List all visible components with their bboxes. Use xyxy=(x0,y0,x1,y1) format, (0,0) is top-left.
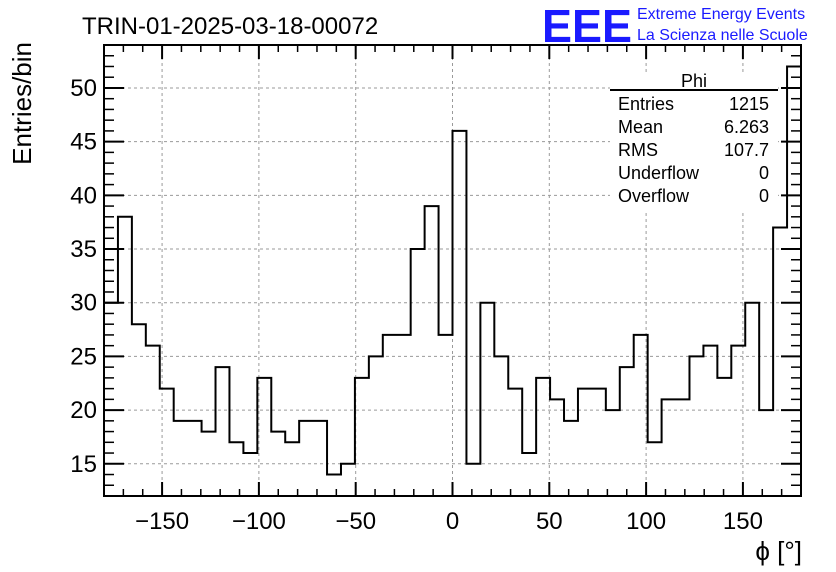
x-axis-label: ϕ [°] xyxy=(755,536,802,566)
x-tick-label: 0 xyxy=(446,508,459,535)
stats-row-value: 6.263 xyxy=(724,117,769,137)
y-tick-label: 30 xyxy=(70,290,97,317)
stats-box-bg xyxy=(610,72,778,210)
stats-row-label: RMS xyxy=(618,140,658,160)
histogram-line xyxy=(104,65,801,476)
eee-logo-line2: La Scienza nelle Scuole xyxy=(637,27,808,44)
x-tick-label: 50 xyxy=(536,508,563,535)
y-tick-label: 35 xyxy=(70,236,97,263)
eee-logo: EEE Extreme Energy Events La Scienza nel… xyxy=(542,0,808,52)
y-tick-label: 20 xyxy=(70,397,97,424)
stats-row-label: Underflow xyxy=(618,163,700,183)
stats-box-title: Phi xyxy=(681,71,707,91)
x-tick-label: −100 xyxy=(232,508,286,535)
chart-title: TRIN-01-2025-03-18-00072 xyxy=(82,13,378,40)
axis-ticks: −150 −100 −50 0 50 100 150 15 20 25 30 35 40 45 50 xyxy=(70,44,802,535)
x-tick-label: −50 xyxy=(335,508,376,535)
stats-row-label: Entries xyxy=(618,94,674,114)
stats-row-label: Overflow xyxy=(618,186,690,206)
stats-row-value: 1215 xyxy=(729,94,769,114)
stats-row-value: 0 xyxy=(759,186,769,206)
y-tick-label: 45 xyxy=(70,129,97,156)
eee-logo-mark: EEE xyxy=(542,0,632,52)
y-tick-label: 40 xyxy=(70,182,97,209)
stats-row-value: 0 xyxy=(759,163,769,183)
stats-box: Phi Entries 1215 Mean 6.263 RMS 107.7 Underflo… xyxy=(610,71,778,210)
stats-row-value: 107.7 xyxy=(724,140,769,160)
eee-logo-line1: Extreme Energy Events xyxy=(637,6,805,23)
y-axis-label: Entries/bin xyxy=(7,42,37,165)
y-tick-label: 50 xyxy=(70,75,97,102)
y-tick-label: 25 xyxy=(70,343,97,370)
stats-rows: Entries 1215 Mean 6.263 RMS 107.7 Underflow 0 Ov… xyxy=(618,94,769,206)
y-tick-label: 15 xyxy=(70,451,97,478)
x-tick-label: 100 xyxy=(626,508,666,535)
stats-row-label: Mean xyxy=(618,117,663,137)
x-tick-label: 150 xyxy=(723,508,763,535)
x-tick-label: −150 xyxy=(135,508,189,535)
